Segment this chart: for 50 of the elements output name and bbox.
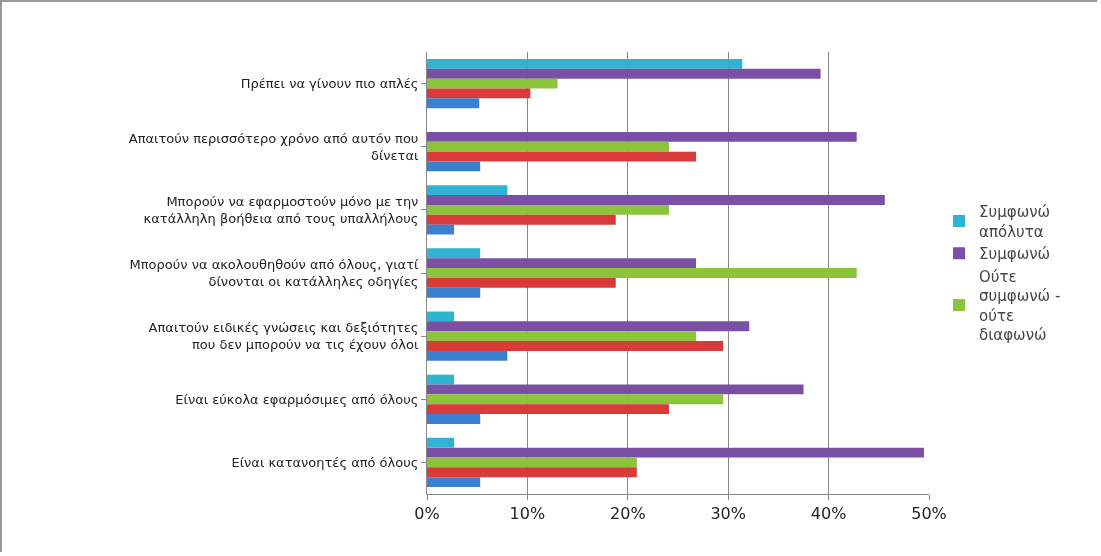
bar xyxy=(427,477,481,488)
y-tick-label: Απαιτούν ειδικές γνώσεις και δεξιότητες που δεν μπορούν να τις έχουν όλοι xyxy=(148,320,419,353)
bar xyxy=(427,331,697,342)
bar xyxy=(427,68,821,79)
legend-label: Ούτε συμφωνώ - ούτε διαφωνώ xyxy=(979,267,1061,345)
bar xyxy=(427,287,481,298)
y-tick-label: Πρέπει να γίνουν πιο απλές xyxy=(240,76,419,92)
x-tick-label: 0% xyxy=(414,504,440,524)
x-tick-label: 50% xyxy=(911,504,947,524)
bar xyxy=(427,195,885,205)
x-tick-label: 40% xyxy=(810,504,847,524)
legend-label: Συμφωνώ xyxy=(979,245,1051,264)
bar xyxy=(427,311,455,322)
bar xyxy=(427,404,669,415)
y-tick-label: Είναι κατανοητές από όλους xyxy=(231,454,419,470)
bar xyxy=(427,161,481,172)
bar xyxy=(427,384,804,395)
bar xyxy=(427,268,857,278)
bar xyxy=(427,437,455,448)
y-tick-label: Μπορούν να εφαρμοστούν μόνο με την κατάλληλη βοήθεια από τους υπαλλήλους xyxy=(143,193,419,226)
x-tick-label: 10% xyxy=(509,504,546,524)
x-tick-label: 30% xyxy=(710,504,746,524)
bar xyxy=(427,374,455,385)
bar xyxy=(427,214,616,225)
bar xyxy=(427,78,558,89)
bar xyxy=(427,341,724,351)
bar xyxy=(427,131,857,142)
y-tick-label: Απαιτούν περισσότερο χρόνο από αυτόν που δίνεται xyxy=(128,130,419,163)
bar xyxy=(427,467,637,478)
y-tick-label: Μπορούν να ακολουθηθούν από όλους, γιατί δίνονται οι κατάλληλες οδηγίες xyxy=(129,257,419,289)
bar xyxy=(427,98,480,109)
bar xyxy=(427,350,508,361)
bar xyxy=(427,277,616,288)
x-tick-label: 20% xyxy=(610,504,646,524)
bar xyxy=(427,447,924,458)
bar xyxy=(427,141,669,152)
bar xyxy=(427,258,697,269)
bar xyxy=(427,88,531,99)
bar xyxy=(427,248,481,259)
bar xyxy=(427,204,669,215)
bar xyxy=(427,321,750,332)
bar xyxy=(427,394,724,405)
legend-label: Συμφωνώ απόλυτα xyxy=(979,203,1051,241)
y-tick-label: Είναι εύκολα εφαρμόσιμες από όλους xyxy=(175,391,419,407)
bar xyxy=(427,414,481,424)
bar xyxy=(427,457,637,468)
bar xyxy=(427,224,455,235)
bar xyxy=(427,58,743,69)
bar xyxy=(427,151,697,162)
bar xyxy=(427,185,508,196)
